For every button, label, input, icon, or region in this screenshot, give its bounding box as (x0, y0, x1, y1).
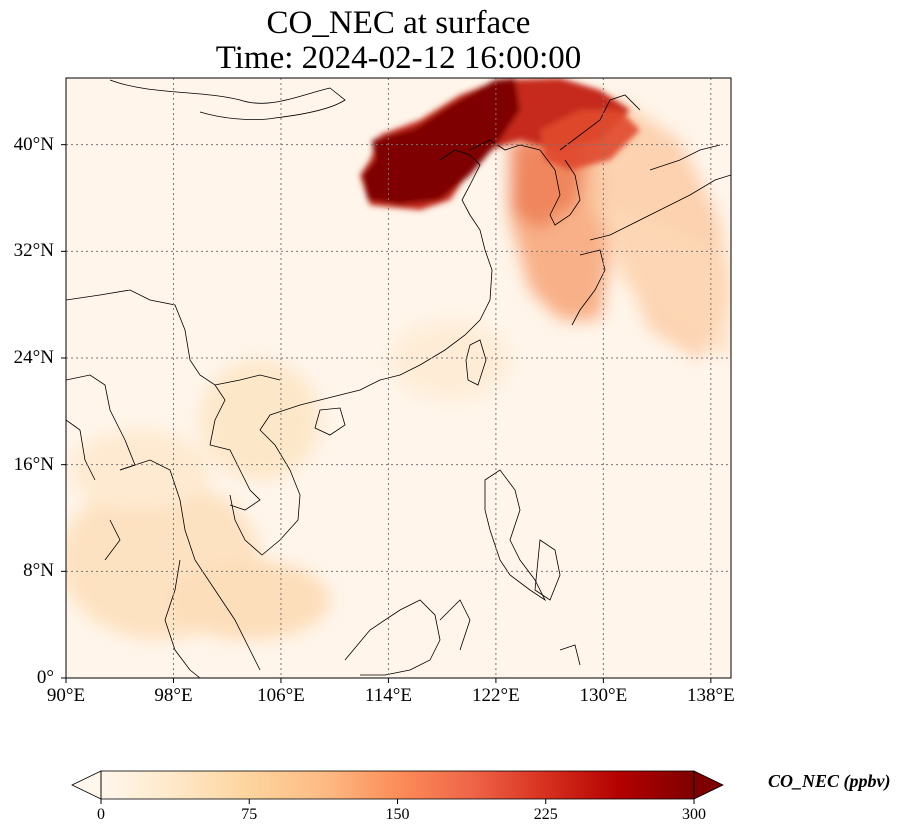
chart-title-line1: CO_NEC at surface (266, 5, 531, 41)
lon-tick-label: 106°E (257, 685, 305, 706)
lat-tick-label: 24°N (13, 347, 54, 368)
colorbar-over-arrow (693, 770, 724, 800)
lat-tick-label: 32°N (13, 240, 54, 262)
axis-ticks (61, 144, 712, 683)
colorbar-tick-label: 75 (241, 806, 258, 823)
lon-tick-label: 114°E (364, 685, 412, 706)
colorbar-tick-label: 300 (682, 806, 706, 823)
concentration-field (66, 78, 731, 678)
lat-tick-label: 40°N (13, 133, 54, 155)
lat-tick-label: 8°N (23, 560, 54, 582)
lon-tick-label: 138°E (686, 685, 735, 706)
lat-tick-label: 0° (36, 667, 54, 688)
colorbar-under-arrow (71, 770, 102, 800)
chart-title-line2: Time: 2024-02-12 16:00:00 (215, 40, 582, 76)
lon-tick-label: 122°E (472, 685, 520, 706)
colorbar-tick-label: 0 (97, 806, 105, 823)
coastlines (66, 79, 731, 678)
lon-tick-label: 130°E (579, 685, 628, 706)
lon-tick-label: 90°E (46, 685, 86, 706)
lon-tick-label: 98°E (154, 685, 193, 706)
lat-tick-label: 16°N (13, 453, 54, 475)
colorbar-title: CO_NEC (ppbv) (768, 771, 891, 791)
colorbar-tick-label: 225 (533, 806, 558, 823)
colorbar (71, 770, 724, 804)
map-frame (65, 77, 732, 679)
colorbar-tick-label: 150 (385, 806, 410, 823)
gridlines (66, 78, 731, 678)
